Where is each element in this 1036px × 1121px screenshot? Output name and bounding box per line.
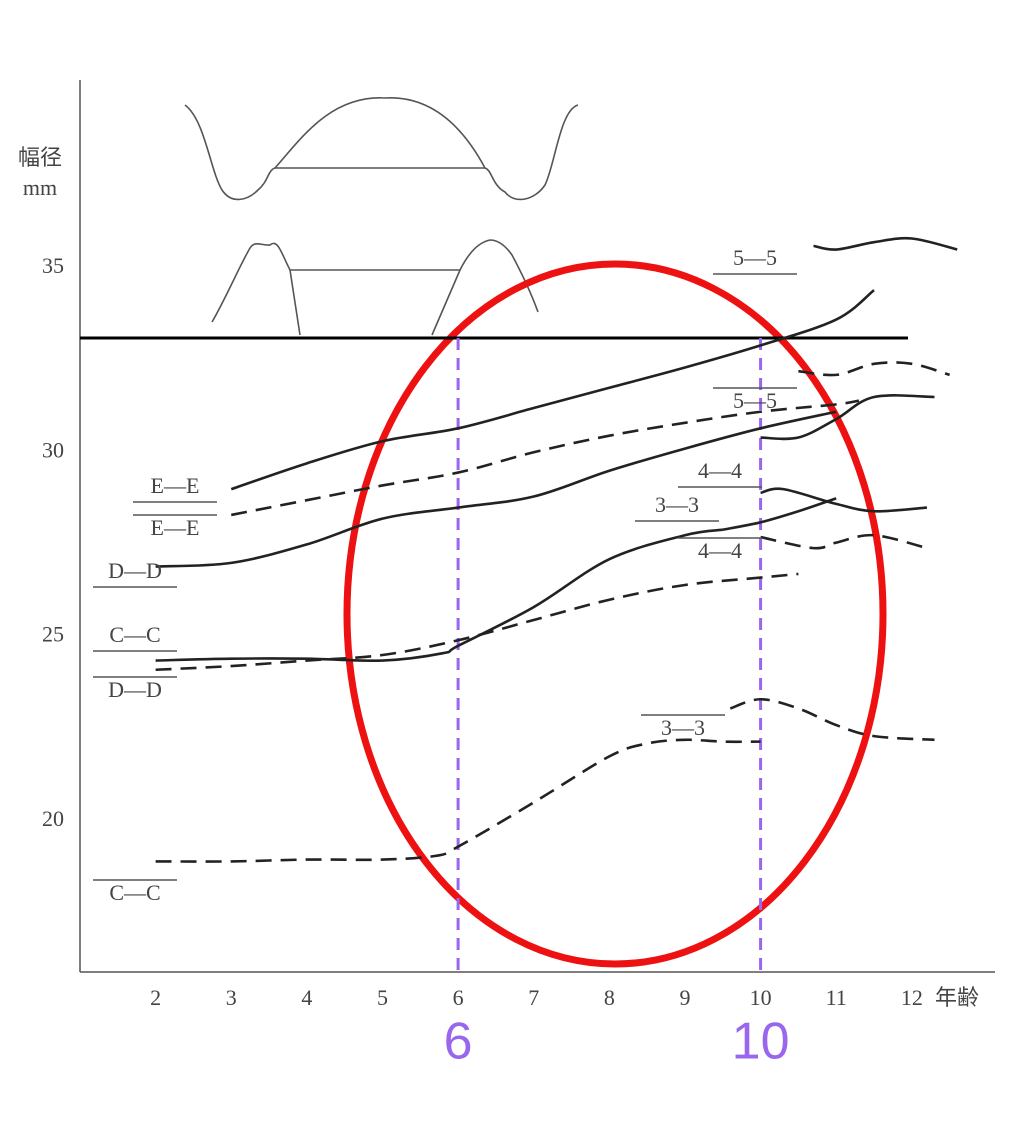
series-label: E—E xyxy=(151,473,200,498)
series-line xyxy=(155,528,723,663)
x-tick-label: 8 xyxy=(604,985,615,1010)
marker-label: 10 xyxy=(732,1013,790,1071)
series-line xyxy=(798,361,951,377)
marker-label: 6 xyxy=(444,1013,473,1071)
y-tick-label: 35 xyxy=(42,253,64,278)
x-tick-label: 5 xyxy=(377,985,388,1010)
x-tick-label: 2 xyxy=(150,985,161,1010)
x-tick-label: 10 xyxy=(750,985,772,1010)
series-line xyxy=(155,410,837,568)
series-line xyxy=(760,394,935,441)
x-axis-label: 年齢 xyxy=(935,985,979,1010)
y-tick-label: 30 xyxy=(42,437,64,462)
x-tick-label: 9 xyxy=(679,985,690,1010)
series-line xyxy=(760,487,928,513)
arch-diagram xyxy=(184,97,579,336)
x-tick-label: 6 xyxy=(453,985,464,1010)
series-line xyxy=(230,399,860,517)
series-label: 5—5 xyxy=(733,388,777,413)
series-label: C—C xyxy=(109,622,160,647)
series-line xyxy=(155,738,761,863)
highlight-ellipse xyxy=(343,260,887,968)
series-label: C—C xyxy=(109,880,160,905)
series-label: E—E xyxy=(151,515,200,540)
series-label: D—D xyxy=(108,558,162,583)
series-line xyxy=(230,289,875,491)
series-label: D—D xyxy=(108,677,162,702)
series-line xyxy=(760,533,928,550)
x-tick-label: 11 xyxy=(826,985,847,1010)
series-label: 4—4 xyxy=(698,458,742,483)
y-axis-label: 幅径 xyxy=(18,145,62,170)
y-axis-unit: mm xyxy=(23,175,57,200)
y-tick-label: 20 xyxy=(42,806,64,831)
series-line xyxy=(722,497,837,531)
x-tick-label: 7 xyxy=(528,985,539,1010)
x-tick-label: 4 xyxy=(301,985,312,1010)
series-label: 3—3 xyxy=(655,492,699,517)
y-tick-label: 25 xyxy=(42,622,64,647)
series-label: 3—3 xyxy=(661,715,705,740)
series-line xyxy=(155,572,799,672)
x-tick-label: 12 xyxy=(901,985,923,1010)
series-line xyxy=(729,697,935,742)
x-tick-label: 3 xyxy=(226,985,237,1010)
series-label: 5—5 xyxy=(733,245,777,270)
series-line xyxy=(813,236,958,251)
series-label: 4—4 xyxy=(698,538,742,563)
